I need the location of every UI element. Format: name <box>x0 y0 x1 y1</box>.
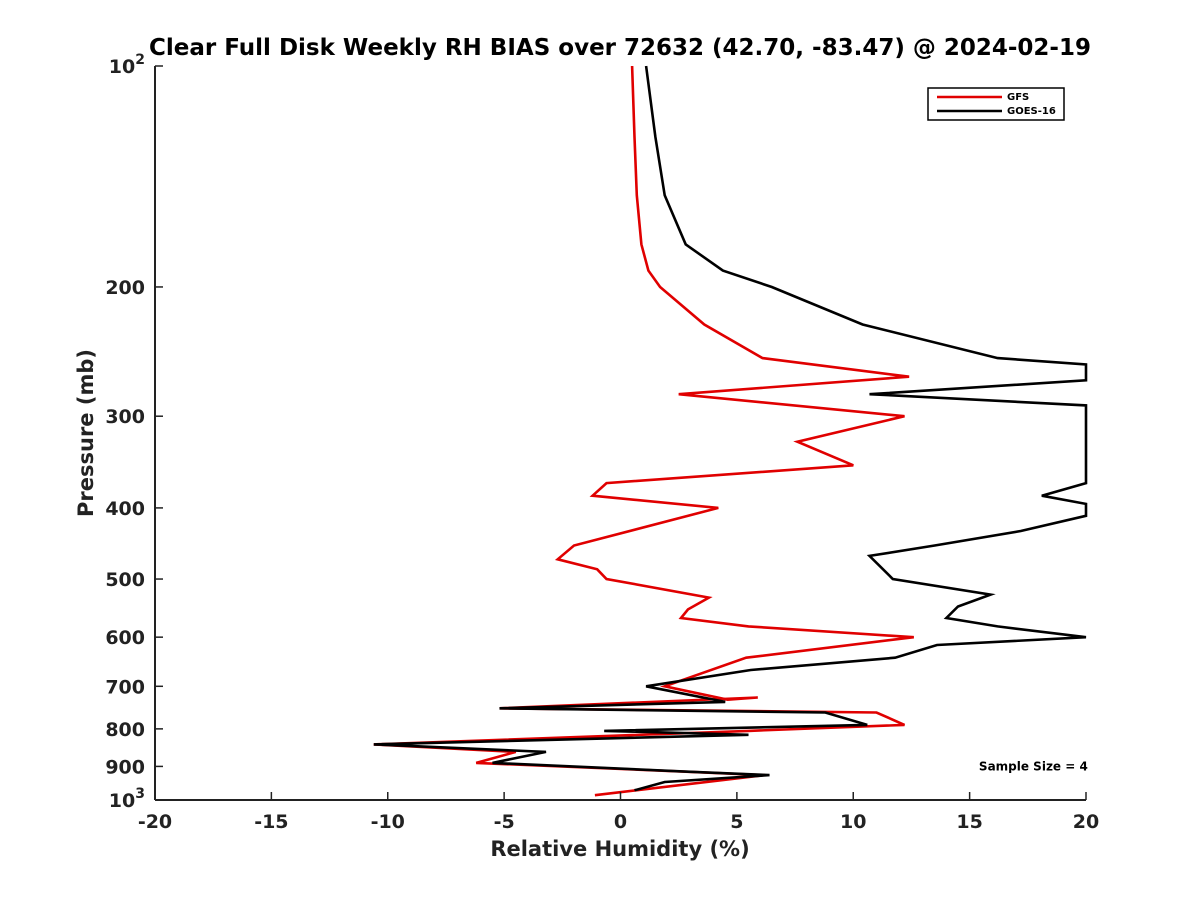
x-tick-label: 10 <box>840 811 866 833</box>
x-tick-label: -20 <box>138 811 172 833</box>
x-tick-label: -15 <box>254 811 288 833</box>
y-tick-label: 700 <box>105 676 145 698</box>
x-tick-label: 5 <box>730 811 743 833</box>
x-tick-label: 20 <box>1073 811 1099 833</box>
y-tick-label: 900 <box>105 756 145 778</box>
chart-title: Clear Full Disk Weekly RH BIAS over 7263… <box>149 35 1091 61</box>
x-tick-label: -10 <box>371 811 405 833</box>
y-tick-label: 600 <box>105 627 145 649</box>
y-axis-ticks: 102 200 300 400 500 600 700 800 900 103 <box>105 52 163 812</box>
legend-label-goes16: GOES-16 <box>1007 106 1056 117</box>
legend-box <box>927 87 1065 121</box>
legend-label-gfs: GFS <box>1007 92 1029 103</box>
series-line-goes16 <box>373 65 1088 792</box>
series-line-gfs <box>373 65 914 797</box>
y-tick-label: 400 <box>105 498 145 520</box>
y-tick-label: 103 <box>109 786 145 812</box>
plot-background <box>155 66 1086 800</box>
legend: GFS GOES-16 <box>927 87 1065 121</box>
y-tick-label: 300 <box>105 406 145 428</box>
y-tick-label: 200 <box>105 277 145 299</box>
plot-area <box>154 65 1088 801</box>
x-tick-label: -5 <box>494 811 515 833</box>
y-tick-label: 102 <box>109 52 145 78</box>
x-axis-label: Relative Humidity (%) <box>490 837 749 861</box>
y-tick-label: 500 <box>105 569 145 591</box>
x-axis-ticks: -20 -15 -10 -5 0 5 10 15 20 <box>138 792 1099 833</box>
series-layer <box>373 65 1088 797</box>
y-tick-label: 800 <box>105 719 145 741</box>
x-tick-label: 0 <box>614 811 627 833</box>
x-tick-label: 15 <box>956 811 982 833</box>
y-axis-label: Pressure (mb) <box>74 349 98 517</box>
sample-size-annotation: Sample Size = 4 <box>979 759 1088 773</box>
